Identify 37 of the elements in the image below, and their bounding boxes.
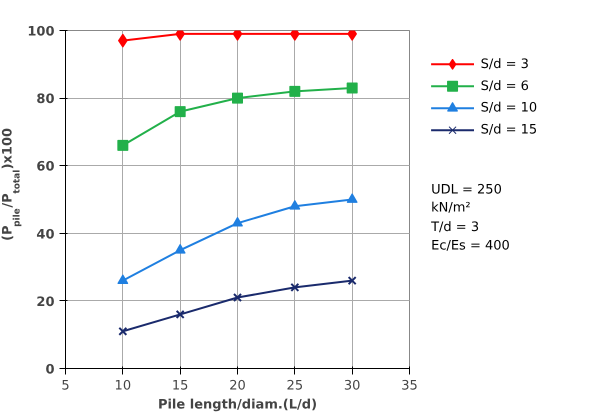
legend-label: S/d = 3 [480, 56, 529, 72]
text: T/d = 3 [430, 220, 480, 235]
point [174, 106, 186, 118]
point [289, 200, 300, 210]
y-tick-label: 60 [36, 160, 55, 175]
point [346, 82, 358, 94]
x-axis-title: Pile length/diam.(L/d) [158, 398, 318, 412]
x-tick-label: 5 [61, 378, 70, 394]
point [289, 86, 300, 97]
point [174, 244, 186, 254]
x-tick-label: 20 [229, 378, 246, 394]
legend-label: S/d = 6 [480, 78, 529, 94]
point [232, 216, 243, 227]
legend-label: S/d = 10 [480, 100, 538, 116]
text: Ec/Es = 400 [431, 238, 510, 254]
text: UDL = 250 kN/m² [431, 182, 502, 216]
y-tick-label: 20 [36, 294, 55, 310]
x-tick-label: 30 [344, 378, 360, 394]
legend-label: S/d = 15 [480, 122, 538, 138]
point [232, 92, 243, 104]
point [232, 292, 242, 302]
y-tick-label: 40 [36, 227, 55, 242]
x-tick-label: 10 [114, 378, 132, 394]
point [118, 326, 128, 336]
point [290, 282, 300, 292]
point [117, 140, 128, 151]
y-tick-label: 100 [27, 24, 55, 40]
point [346, 193, 358, 203]
y-tick-label: 0 [45, 362, 54, 378]
point [117, 274, 128, 284]
y-axis-title: (Ppile/Ptotal)x100 [0, 128, 22, 241]
x-tick-label: 35 [401, 378, 418, 394]
y-tick-label: 80 [36, 92, 55, 108]
point [176, 310, 185, 319]
x-tick-label: 25 [286, 378, 304, 394]
x-tick-label: 15 [172, 378, 188, 394]
point [348, 276, 357, 286]
